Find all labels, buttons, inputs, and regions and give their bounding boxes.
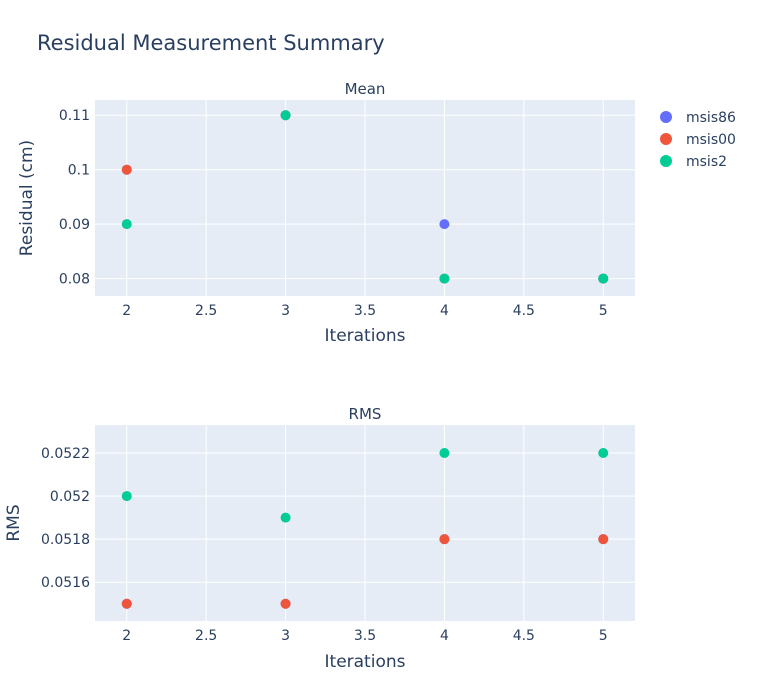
subplot-2-point-msis2 bbox=[280, 512, 291, 523]
chart-title: Residual Measurement Summary bbox=[37, 31, 385, 55]
legend-marker-msis86 bbox=[660, 111, 672, 123]
subplot-1-point-msis00 bbox=[121, 164, 132, 175]
subplot-2-point-msis2 bbox=[439, 448, 450, 458]
subplot-1-x-tick-label: 5 bbox=[599, 303, 608, 319]
subplot-2-point-msis00 bbox=[121, 598, 132, 609]
subplot-1-x-axis-label: Iterations bbox=[325, 326, 406, 346]
subplot-2-subtitle: RMS bbox=[349, 405, 382, 423]
subplot-1-x-tick-label: 3 bbox=[281, 303, 290, 319]
legend-label-msis2: msis2 bbox=[686, 154, 727, 170]
subplot-2-x-tick-label: 2.5 bbox=[195, 628, 217, 644]
subplot-1-y-axis-label: Residual (cm) bbox=[17, 140, 37, 256]
subplot-2-point-msis2 bbox=[121, 491, 132, 502]
subplot-2-x-axis-label: Iterations bbox=[325, 652, 406, 672]
subplot-1-point-msis2 bbox=[598, 273, 609, 284]
subplot-2-y-tick-label: 0.0518 bbox=[41, 532, 90, 548]
subplot-2-x-tick-label: 4 bbox=[440, 628, 449, 644]
subplot-1-point-msis2 bbox=[439, 273, 450, 284]
subplot-1-x-tick-label: 2.5 bbox=[195, 303, 217, 319]
subplot-2-x-tick-label: 2 bbox=[122, 628, 131, 644]
legend-marker-msis00 bbox=[660, 133, 672, 145]
legend-label-msis00: msis00 bbox=[686, 132, 736, 148]
subplot-2-point-msis00 bbox=[280, 598, 291, 609]
subplot-2-x-tick-label: 5 bbox=[599, 628, 608, 644]
subplot-2-point-msis00 bbox=[439, 534, 450, 545]
subplot-1-x-tick-label: 3.5 bbox=[354, 303, 376, 319]
subplot-1-point-msis2 bbox=[280, 110, 291, 121]
subplot-2-y-axis-label: RMS bbox=[4, 504, 24, 541]
subplot-2-x-tick-label: 3 bbox=[281, 628, 290, 644]
subplot-2-x-tick-label: 4.5 bbox=[513, 628, 535, 644]
subplot-1-point-msis2 bbox=[121, 219, 132, 230]
subplot-2-y-tick-label: 0.0522 bbox=[41, 446, 90, 462]
subplot-2-point-msis00 bbox=[598, 534, 609, 545]
subplot-1-x-tick-label: 4 bbox=[440, 303, 449, 319]
legend-label-msis86: msis86 bbox=[686, 110, 736, 126]
subplot-2-y-tick-label: 0.0516 bbox=[41, 575, 90, 591]
subplot-1-y-tick-label: 0.08 bbox=[59, 272, 90, 288]
subplot-1-y-tick-label: 0.1 bbox=[68, 163, 90, 179]
subplot-1-subtitle: Mean bbox=[345, 80, 386, 98]
subplot-2-y-tick-label: 0.052 bbox=[50, 489, 90, 505]
subplot-1-y-tick-label: 0.09 bbox=[59, 217, 90, 233]
subplot-2-x-tick-label: 3.5 bbox=[354, 628, 376, 644]
legend-marker-msis2 bbox=[660, 155, 672, 167]
subplot-1-x-tick-label: 4.5 bbox=[513, 303, 535, 319]
subplot-1-x-tick-label: 2 bbox=[122, 303, 131, 319]
subplot-2-point-msis2 bbox=[598, 448, 609, 458]
subplot-1-point-msis86 bbox=[439, 219, 450, 230]
subplot-1-y-tick-label: 0.11 bbox=[59, 108, 90, 124]
